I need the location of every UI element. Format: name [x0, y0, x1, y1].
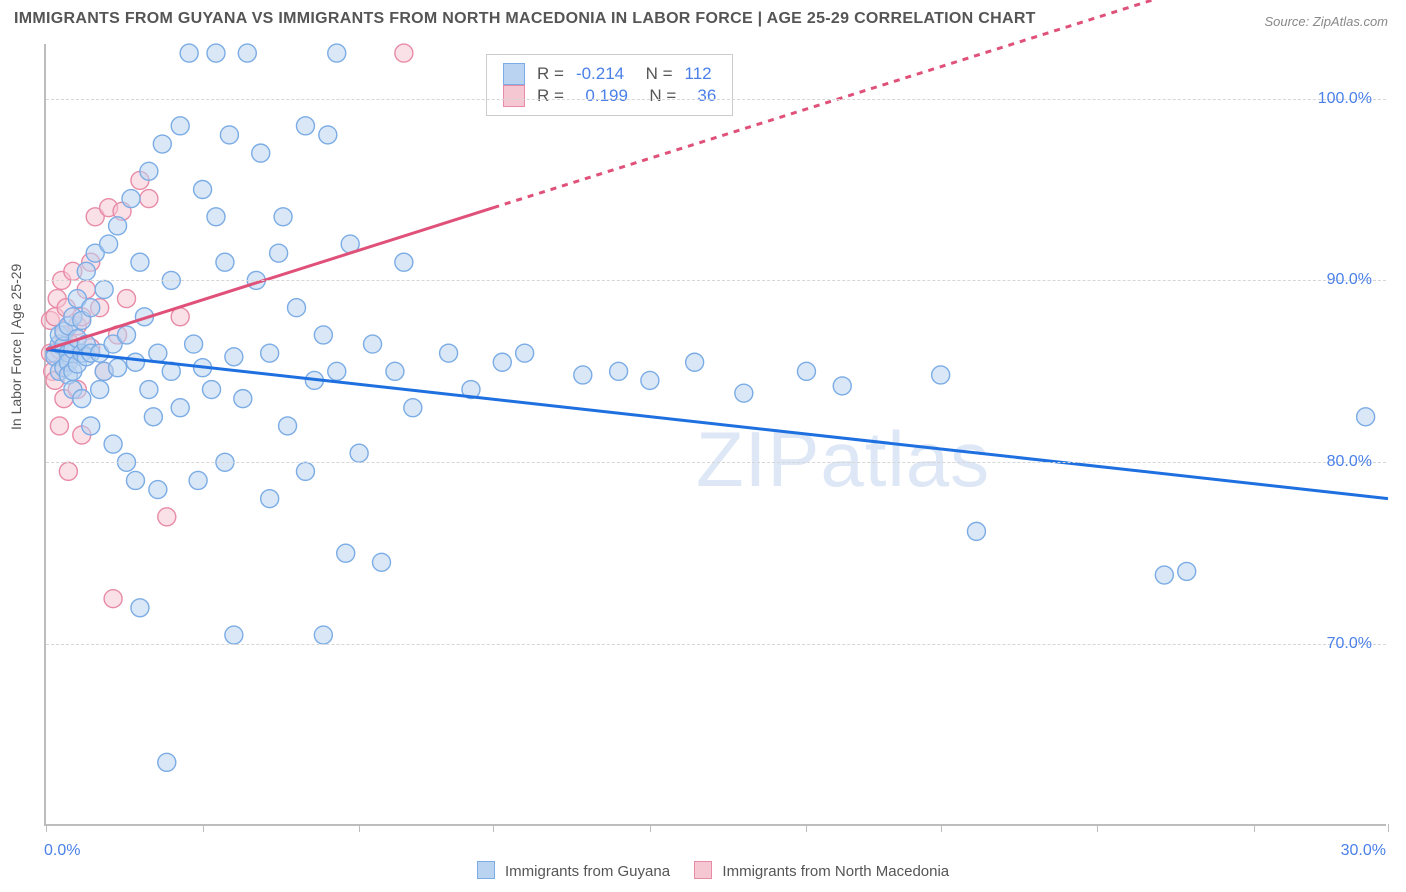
- swatch-guyana: [503, 63, 525, 85]
- source-label: Source: ZipAtlas.com: [1264, 14, 1388, 29]
- swatch-macedonia: [503, 85, 525, 107]
- legend-label-macedonia: Immigrants from North Macedonia: [722, 863, 949, 880]
- legend-swatch-macedonia: [694, 861, 712, 879]
- x-tick: [1097, 824, 1098, 832]
- legend-swatch-guyana: [477, 861, 495, 879]
- r-value-macedonia: 0.199: [576, 86, 628, 106]
- x-tick: [806, 824, 807, 832]
- y-tick-label: 70.0%: [1327, 635, 1372, 653]
- gridline: [46, 280, 1386, 281]
- r-value-guyana: -0.214: [576, 64, 624, 84]
- n-value-macedonia: 36: [688, 86, 716, 106]
- stats-row-guyana: R = -0.214 N = 112: [503, 63, 716, 85]
- gridline: [46, 99, 1386, 100]
- x-tick: [941, 824, 942, 832]
- x-tick: [203, 824, 204, 832]
- scatter-overlay: [46, 44, 1386, 824]
- x-tick-end: 30.0%: [1341, 842, 1386, 860]
- gridline: [46, 462, 1386, 463]
- x-tick: [1254, 824, 1255, 832]
- x-tick: [493, 824, 494, 832]
- stats-legend-box: R = -0.214 N = 112 R = 0.199 N = 36: [486, 54, 733, 116]
- gridline: [46, 644, 1386, 645]
- n-value-guyana: 112: [685, 64, 712, 84]
- x-tick: [1388, 824, 1389, 832]
- stats-row-macedonia: R = 0.199 N = 36: [503, 85, 716, 107]
- x-tick: [359, 824, 360, 832]
- x-tick: [46, 824, 47, 832]
- x-tick: [650, 824, 651, 832]
- y-axis-label: In Labor Force | Age 25-29: [8, 264, 24, 430]
- y-tick-label: 100.0%: [1318, 90, 1372, 108]
- bottom-legend: Immigrants from Guyana Immigrants from N…: [0, 861, 1406, 880]
- legend-label-guyana: Immigrants from Guyana: [505, 863, 670, 880]
- y-tick-label: 80.0%: [1327, 453, 1372, 471]
- chart-title: IMMIGRANTS FROM GUYANA VS IMMIGRANTS FRO…: [14, 10, 1036, 28]
- x-tick-start: 0.0%: [44, 842, 80, 860]
- y-tick-label: 90.0%: [1327, 271, 1372, 289]
- plot-area: ZIPatlas R = -0.214 N = 112 R = 0.199 N …: [44, 44, 1386, 826]
